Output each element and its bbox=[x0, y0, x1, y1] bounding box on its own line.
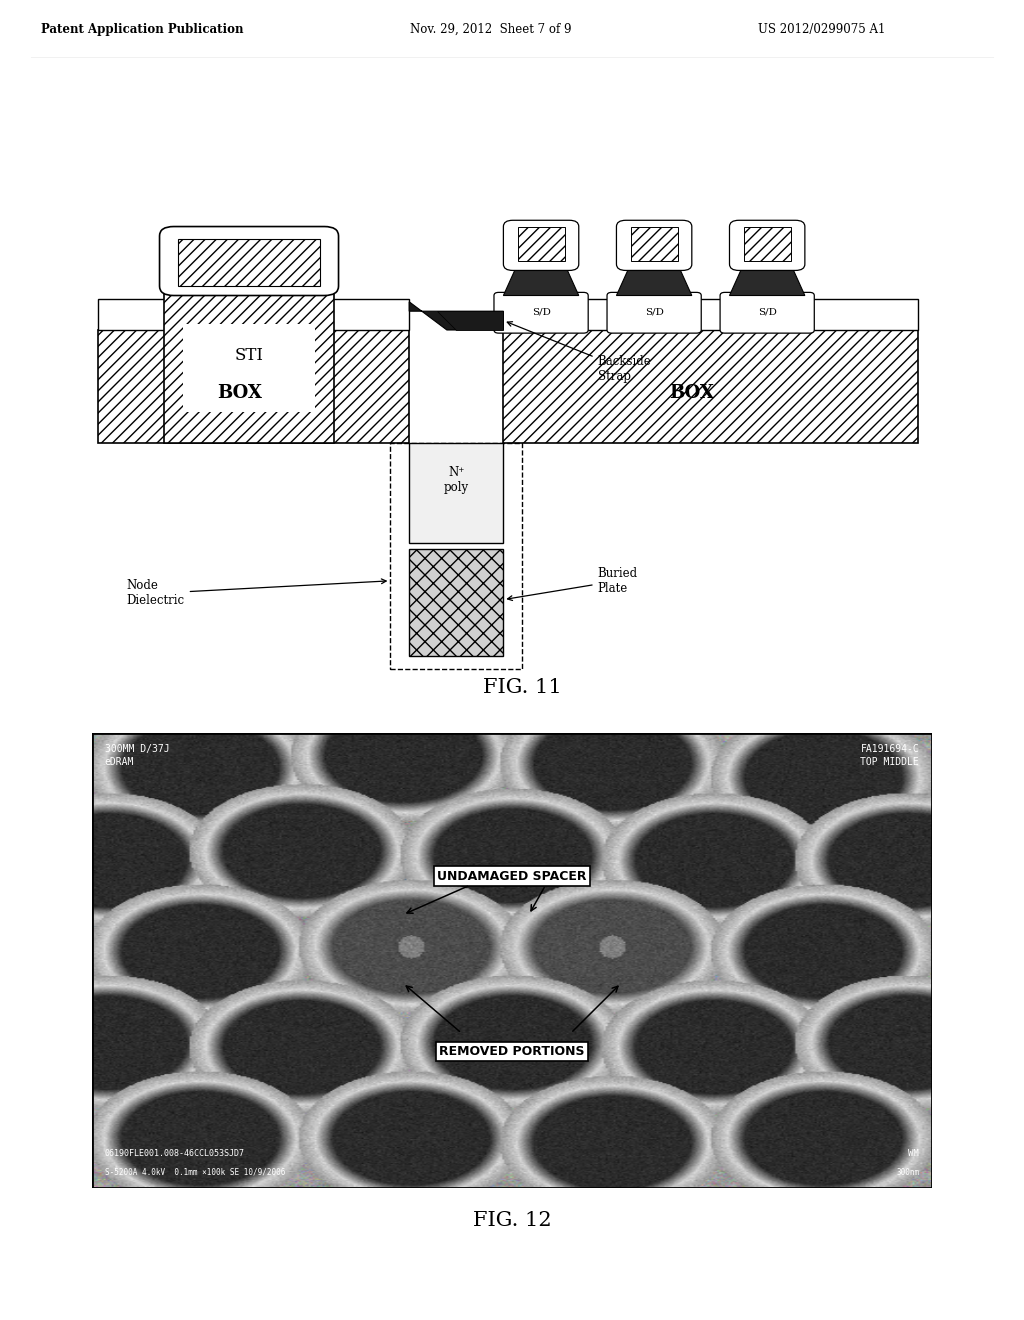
FancyBboxPatch shape bbox=[729, 220, 805, 271]
FancyBboxPatch shape bbox=[504, 220, 579, 271]
FancyBboxPatch shape bbox=[607, 293, 701, 333]
FancyBboxPatch shape bbox=[616, 220, 692, 271]
Bar bbox=[98, 330, 410, 444]
Bar bbox=[410, 444, 504, 544]
Text: N⁺
poly: N⁺ poly bbox=[443, 466, 469, 495]
Text: S/D: S/D bbox=[531, 308, 551, 317]
Text: 300MM D/37J
eDRAM: 300MM D/37J eDRAM bbox=[104, 744, 169, 767]
Bar bbox=[631, 227, 678, 261]
Text: FIG. 11: FIG. 11 bbox=[483, 678, 561, 697]
Text: Nov. 29, 2012  Sheet 7 of 9: Nov. 29, 2012 Sheet 7 of 9 bbox=[410, 22, 571, 36]
Text: BOX: BOX bbox=[670, 384, 715, 401]
Bar bbox=[164, 280, 334, 444]
Bar bbox=[178, 239, 319, 286]
Text: WM: WM bbox=[908, 1150, 920, 1159]
Text: UNDAMAGED SPACER: UNDAMAGED SPACER bbox=[437, 870, 587, 883]
Bar bbox=[513, 223, 569, 264]
FancyBboxPatch shape bbox=[494, 293, 588, 333]
Text: FA191694-C
TOP MIDDLE: FA191694-C TOP MIDDLE bbox=[860, 744, 920, 767]
Polygon shape bbox=[729, 264, 805, 296]
Text: Buried
Plate: Buried Plate bbox=[508, 566, 638, 601]
Polygon shape bbox=[437, 312, 504, 330]
Bar bbox=[739, 223, 796, 264]
Text: FIG. 12: FIG. 12 bbox=[473, 1212, 551, 1230]
Text: S-5200A 4.0kV  0.1mm ×100k SE 10/9/2006: S-5200A 4.0kV 0.1mm ×100k SE 10/9/2006 bbox=[104, 1168, 285, 1176]
Text: 06190FLE001.008-46CCL053SJD7: 06190FLE001.008-46CCL053SJD7 bbox=[104, 1150, 245, 1159]
Polygon shape bbox=[410, 302, 504, 330]
Text: US 2012/0299075 A1: US 2012/0299075 A1 bbox=[758, 22, 885, 36]
Text: BOX: BOX bbox=[217, 384, 262, 401]
Text: S/D: S/D bbox=[758, 308, 776, 317]
Bar bbox=[98, 298, 410, 330]
Bar bbox=[517, 227, 564, 261]
Text: Backside
Strap: Backside Strap bbox=[507, 322, 651, 383]
Text: 300nm: 300nm bbox=[896, 1168, 920, 1176]
FancyBboxPatch shape bbox=[160, 227, 339, 296]
Bar bbox=[743, 227, 791, 261]
Text: S/D: S/D bbox=[645, 308, 664, 317]
Text: Node
Dielectric: Node Dielectric bbox=[127, 579, 386, 607]
FancyBboxPatch shape bbox=[720, 293, 814, 333]
Polygon shape bbox=[616, 264, 692, 296]
Bar bbox=[504, 330, 918, 444]
Text: REMOVED PORTIONS: REMOVED PORTIONS bbox=[439, 1045, 585, 1057]
Bar bbox=[504, 298, 918, 330]
Bar bbox=[390, 444, 522, 668]
Text: Patent Application Publication: Patent Application Publication bbox=[41, 22, 244, 36]
Polygon shape bbox=[504, 264, 579, 296]
Bar bbox=[626, 223, 682, 264]
Bar bbox=[410, 549, 504, 656]
Bar bbox=[183, 323, 315, 412]
Text: STI: STI bbox=[234, 347, 263, 363]
